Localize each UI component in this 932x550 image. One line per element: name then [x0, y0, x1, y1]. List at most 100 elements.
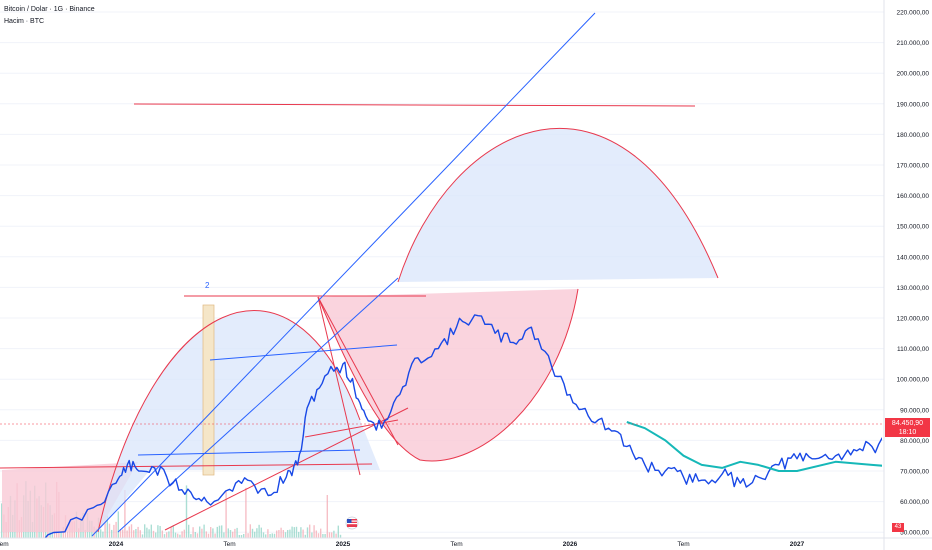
volume-bar	[232, 531, 234, 538]
volume-bar	[300, 527, 302, 538]
y-tick-label: 190.000,00	[896, 101, 929, 108]
volume-bar	[309, 524, 311, 538]
volume-bar	[163, 534, 166, 538]
volume-bar	[229, 530, 232, 538]
volume-bar	[251, 528, 254, 538]
volume-bar	[267, 529, 269, 538]
volume-bar	[262, 532, 265, 538]
volume-bar	[115, 521, 117, 538]
bar-countdown: 18:10	[898, 429, 917, 436]
current-price-value: 84.450,90	[891, 420, 924, 427]
x-tick-label: Tem	[0, 541, 9, 548]
volume-bar	[218, 525, 221, 538]
volume-bar	[324, 534, 326, 538]
y-tick-label: 60.000,00	[900, 499, 929, 506]
volume-bar	[130, 524, 133, 538]
volume-bar	[95, 528, 97, 538]
volume-bar	[223, 532, 225, 538]
volume-bar	[293, 527, 295, 538]
volume-bar	[135, 529, 137, 538]
volume-bar	[238, 535, 240, 538]
volume-bar	[194, 532, 196, 538]
volume-bar	[273, 533, 276, 538]
volume-bar	[168, 531, 170, 538]
volume-bar	[328, 532, 331, 538]
blue-trend-line-short	[117, 277, 399, 533]
volume-bar	[155, 532, 157, 538]
y-tick-label: 80.000,00	[900, 438, 929, 445]
blue-channel-line-low	[137, 449, 361, 456]
volume-bar	[78, 528, 80, 538]
volume-bar	[243, 534, 245, 538]
price-line	[44, 314, 882, 538]
volume-bar	[295, 526, 298, 538]
current-price-tag: 84.450,90 18:10	[885, 418, 930, 437]
volume-bar	[254, 531, 256, 538]
volume-bar	[157, 525, 159, 538]
projection-line	[626, 421, 882, 472]
volume-label: Hacim · BTC	[4, 18, 45, 25]
volume-bar	[108, 523, 111, 538]
volume-bar	[144, 524, 146, 538]
volume-bar	[111, 529, 113, 538]
volume-bar	[201, 528, 203, 538]
blue-arc-fill-right	[398, 128, 718, 282]
highlight-range-box	[202, 304, 215, 476]
volume-bar	[159, 526, 161, 538]
volume-bar	[93, 526, 95, 538]
arc-right	[397, 127, 719, 283]
red-trend-line-2	[304, 419, 399, 438]
y-tick-label: 100.000,00	[896, 377, 929, 384]
volume-bar	[287, 530, 289, 538]
volume-bar	[174, 532, 177, 538]
volume-bar	[172, 525, 174, 538]
volume-bar	[106, 515, 108, 538]
volume-bar	[256, 528, 258, 538]
volume-bar	[124, 490, 126, 538]
volume-bar	[199, 526, 201, 538]
volume-bar	[181, 531, 183, 538]
volume-bar	[67, 531, 69, 538]
x-tick-label: 2026	[563, 541, 578, 548]
volume-bar	[1, 503, 3, 538]
volume-bar	[205, 531, 207, 538]
volume-bar	[339, 534, 342, 538]
arc-left	[97, 310, 361, 533]
volume-bar	[298, 531, 300, 538]
y-tick-label: 170.000,00	[896, 163, 929, 170]
volume-bar	[150, 524, 152, 538]
volume-bar	[227, 528, 229, 538]
x-tick-label: Tem	[450, 541, 462, 548]
volume-bar	[282, 530, 284, 538]
volume-bar	[315, 530, 317, 538]
volume-bar	[117, 511, 119, 538]
volume-bar	[311, 532, 313, 538]
volume-bar	[284, 532, 287, 538]
red-fan-line-1	[317, 296, 361, 476]
volume-bar	[216, 526, 218, 538]
x-tick-label: 2027	[790, 541, 805, 548]
volume-bar	[161, 530, 163, 538]
volume-bar	[225, 491, 227, 538]
volume-bar	[326, 495, 328, 538]
y-tick-label: 50.000,00	[900, 530, 929, 537]
volume-bar	[289, 529, 291, 538]
volume-bar	[192, 527, 194, 538]
volume-bar	[269, 534, 271, 538]
x-tick-label: 2024	[109, 541, 124, 548]
x-tick-label: Tem	[677, 541, 689, 548]
volume-bar	[304, 534, 306, 538]
volume-bar	[280, 527, 282, 538]
volume-value-tag: 43	[892, 523, 904, 532]
volume-bar	[302, 529, 304, 538]
volume-bar	[152, 530, 155, 538]
blue-trend-line-long	[91, 12, 596, 537]
volume-bar	[207, 533, 210, 538]
volume-bar	[146, 527, 148, 538]
volume-bar	[322, 534, 324, 538]
volume-bar	[126, 530, 128, 538]
volume-bar	[234, 528, 236, 538]
us-flag-icon[interactable]	[345, 516, 359, 530]
chart-title: Bitcoin / Dolar · 1G · Binance	[4, 6, 95, 13]
